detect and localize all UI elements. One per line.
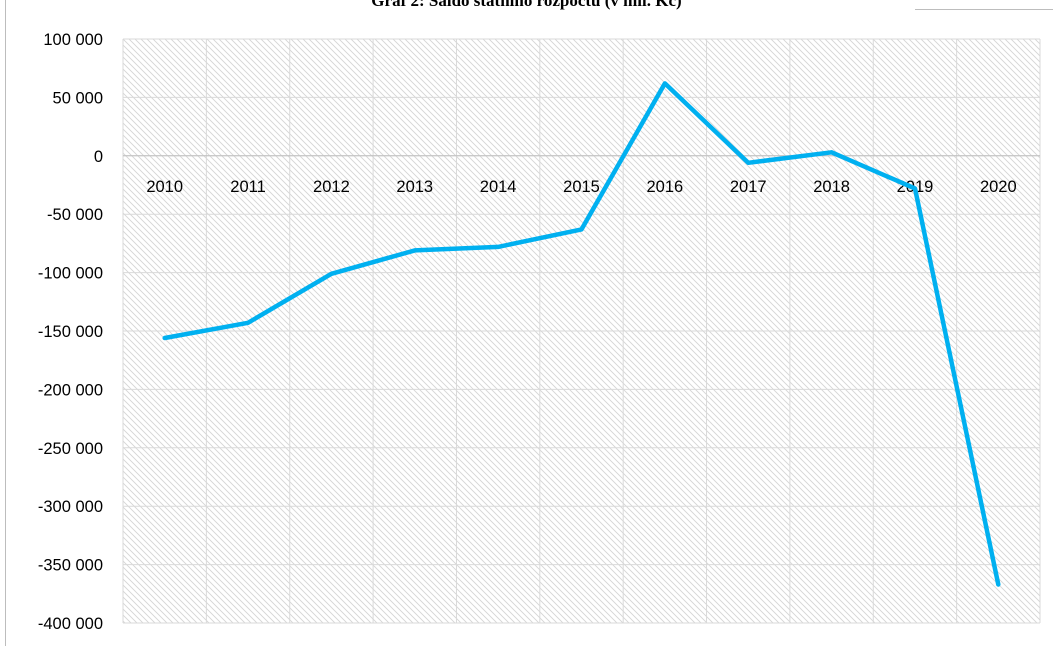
- x-tick-label: 2016: [647, 178, 684, 196]
- x-tick-label: 2015: [563, 178, 600, 196]
- y-tick-label: -200 000: [38, 381, 103, 399]
- gridlines: [122, 38, 1041, 624]
- y-tick-label: -50 000: [47, 206, 103, 224]
- x-tick-label: 2018: [813, 178, 850, 196]
- chart-frame-line: [5, 0, 6, 646]
- x-tick-label: 2020: [980, 178, 1017, 196]
- x-tick-label: 2011: [230, 178, 265, 196]
- y-tick-label: -350 000: [38, 557, 103, 575]
- series-line: [162, 81, 1001, 587]
- x-tick-label: 2012: [313, 178, 350, 196]
- y-tick-label: -400 000: [38, 615, 103, 633]
- y-tick-label: 50 000: [53, 89, 103, 107]
- series: [162, 81, 1001, 587]
- y-tick-label: -250 000: [38, 440, 103, 458]
- y-tick-label: 100 000: [43, 31, 103, 49]
- x-tick-label: 2017: [730, 178, 767, 196]
- x-tick-label: 2010: [146, 178, 183, 196]
- y-tick-label: -150 000: [38, 323, 103, 341]
- y-tick-label: -300 000: [38, 498, 103, 516]
- chart-title: Graf 2: Saldo státního rozpočtu (v mil. …: [371, 0, 682, 10]
- y-tick-label: 0: [94, 148, 103, 166]
- chart-frame-top: [915, 9, 1053, 10]
- x-tick-label: 2014: [480, 178, 517, 196]
- x-tick-label: 2013: [396, 178, 433, 196]
- y-tick-label: -100 000: [38, 265, 103, 283]
- y-axis: 100 000 50 000 0 -50 000 -100 000 -150 000 -20…: [38, 31, 103, 633]
- x-axis: 2010 2011 2012 2013 2014 2015 2016 2017 2018 2019…: [123, 155, 1040, 196]
